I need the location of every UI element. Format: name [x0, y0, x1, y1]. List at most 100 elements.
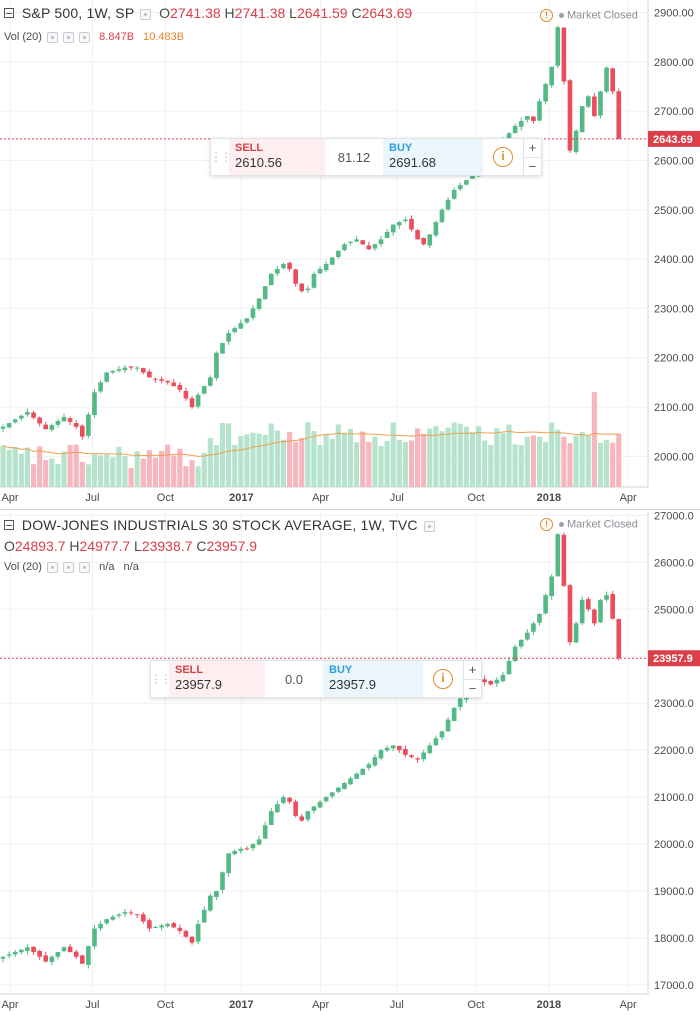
spx-buy-button[interactable]: BUY 2691.68	[383, 139, 483, 175]
dji-candle-body	[573, 623, 579, 643]
spx-candle-body	[214, 352, 219, 379]
spx-candle-body	[360, 240, 366, 245]
dji-chart-canvas[interactable]: 17000.0 18000.0 19000.0 20000.0 21000.0 22000…	[0, 512, 700, 1015]
dji-chart-panel[interactable]: 17000.0 18000.0 19000.0 20000.0 21000.0 22000…	[0, 512, 700, 1015]
dji-sell-button[interactable]: SELL 23957.9	[169, 661, 265, 697]
dji-candle-body	[372, 757, 378, 766]
dji-candle-body	[348, 778, 353, 785]
dji-x-tick-label: Apr	[620, 999, 637, 1011]
dji-candle-body	[122, 912, 128, 914]
spx-volume-bar	[6, 450, 12, 487]
spx-volume-bar	[408, 440, 415, 487]
study-visibility-icon[interactable]	[63, 561, 75, 573]
spx-candle-body	[305, 288, 311, 291]
dji-candle-body	[494, 679, 500, 684]
spx-candle-body	[177, 385, 183, 390]
dji-y-tick-label: 25000.0	[654, 604, 694, 616]
spx-trade-widget[interactable]: ⋮⋮ SELL 2610.56 81.12 BUY 2691.68 i + −	[210, 138, 542, 176]
spx-volume-bar	[555, 429, 561, 487]
spx-candle-body	[311, 273, 317, 288]
spx-title: S&P 500, 1W, SP	[21, 5, 135, 21]
spx-x-tick-label: Jul	[390, 492, 404, 504]
spx-volume-bar	[549, 422, 555, 487]
spx-volume-bar	[579, 432, 585, 487]
dji-buy-button[interactable]: BUY 23957.9	[323, 661, 423, 697]
spx-candle-body	[86, 414, 91, 436]
increase-button[interactable]: +	[524, 139, 541, 158]
spx-x-tick-label: Oct	[467, 492, 484, 504]
dji-candle-body	[165, 923, 170, 927]
spx-candle-body	[598, 91, 603, 116]
dji-candle-body	[25, 947, 30, 952]
spx-volume-bar	[305, 422, 311, 487]
dji-candle-body	[256, 839, 262, 845]
status-dot-icon	[559, 13, 564, 18]
study-settings-icon[interactable]	[46, 31, 58, 43]
volume-study-label: Vol (20)	[4, 561, 42, 573]
alert-icon[interactable]: !	[540, 518, 553, 531]
spx-market-status: ! Market Closed	[540, 9, 638, 22]
quantity-stepper[interactable]: + −	[523, 139, 541, 175]
study-remove-icon[interactable]	[79, 561, 91, 573]
decrease-button[interactable]: −	[468, 680, 477, 696]
spx-candle-body	[421, 238, 426, 245]
spx-candle-body	[201, 386, 207, 394]
study-settings-icon[interactable]	[46, 561, 58, 573]
spx-last-price-label: 2643.69	[653, 134, 693, 146]
spx-volume-bar	[390, 422, 396, 487]
dji-trade-widget[interactable]: ⋮⋮ SELL 23957.9 0.0 BUY 23957.9 i + −	[150, 660, 482, 698]
spx-candle-body	[147, 371, 152, 378]
spx-volume-bar	[43, 460, 49, 487]
dji-candle-body	[128, 912, 134, 914]
spx-chart-canvas[interactable]: 2000.00 2100.00 2200.00 2300.00 2400.00 2500.…	[0, 0, 700, 510]
quantity-stepper[interactable]: + −	[463, 661, 481, 697]
dji-candle-body	[86, 946, 91, 965]
spx-candle-body	[506, 133, 512, 141]
settings-icon[interactable]	[140, 8, 152, 20]
info-icon: i	[433, 669, 453, 689]
spx-x-tick-label: Apr	[312, 492, 329, 504]
dji-y-tick-label: 19000.0	[654, 886, 694, 898]
dji-x-tick-label: Oct	[157, 999, 174, 1011]
dji-candle-body	[604, 595, 609, 600]
spx-volume-bar	[360, 431, 366, 487]
spx-volume-bar	[213, 445, 219, 487]
dji-x-tick-label: Jul	[85, 999, 99, 1011]
spx-volume-bar	[518, 445, 524, 487]
spx-volume-bar	[134, 451, 140, 487]
spx-volume-value: 8.847B	[99, 31, 135, 43]
spx-candle-body	[573, 130, 579, 152]
dji-x-tick-label: Jul	[390, 999, 404, 1011]
dji-x-tick-label: Apr	[1, 999, 18, 1011]
increase-button[interactable]: +	[464, 661, 481, 680]
drag-handle-icon[interactable]: ⋮⋮	[210, 150, 232, 164]
dji-candle-body	[421, 752, 426, 760]
study-visibility-icon[interactable]	[63, 31, 75, 43]
spx-volume-bar	[567, 443, 573, 487]
dji-candle-body	[360, 768, 366, 775]
dji-ohlc: O24893.7 H24977.7 L23938.7 C23957.9	[4, 538, 258, 554]
spx-volume-bar	[55, 463, 61, 487]
dji-volume-value: n/a	[99, 561, 115, 573]
spx-candle-body	[153, 378, 158, 380]
dji-candle-body	[610, 593, 615, 619]
decrease-button[interactable]: −	[528, 158, 537, 174]
spx-candle-body	[445, 199, 451, 210]
settings-icon[interactable]	[423, 520, 435, 532]
spx-candle-body	[220, 342, 225, 354]
spx-y-tick-label: 2300.00	[654, 303, 694, 315]
dji-candle-body	[201, 909, 207, 923]
spx-sell-button[interactable]: SELL 2610.56	[229, 139, 325, 175]
spx-candle-body	[323, 264, 329, 271]
study-remove-icon[interactable]	[79, 31, 91, 43]
collapse-icon[interactable]	[4, 8, 14, 19]
dji-candle-body	[342, 783, 347, 790]
info-button[interactable]: i	[423, 661, 463, 697]
drag-handle-icon[interactable]: ⋮⋮	[150, 672, 172, 686]
spx-volume-ma-value: 10.483B	[143, 31, 185, 43]
info-button[interactable]: i	[483, 139, 523, 175]
alert-icon[interactable]: !	[540, 9, 553, 22]
spx-chart-panel[interactable]: 2000.00 2100.00 2200.00 2300.00 2400.00 2500.…	[0, 0, 700, 510]
dji-candle-body	[55, 952, 61, 957]
collapse-icon[interactable]	[4, 520, 14, 531]
